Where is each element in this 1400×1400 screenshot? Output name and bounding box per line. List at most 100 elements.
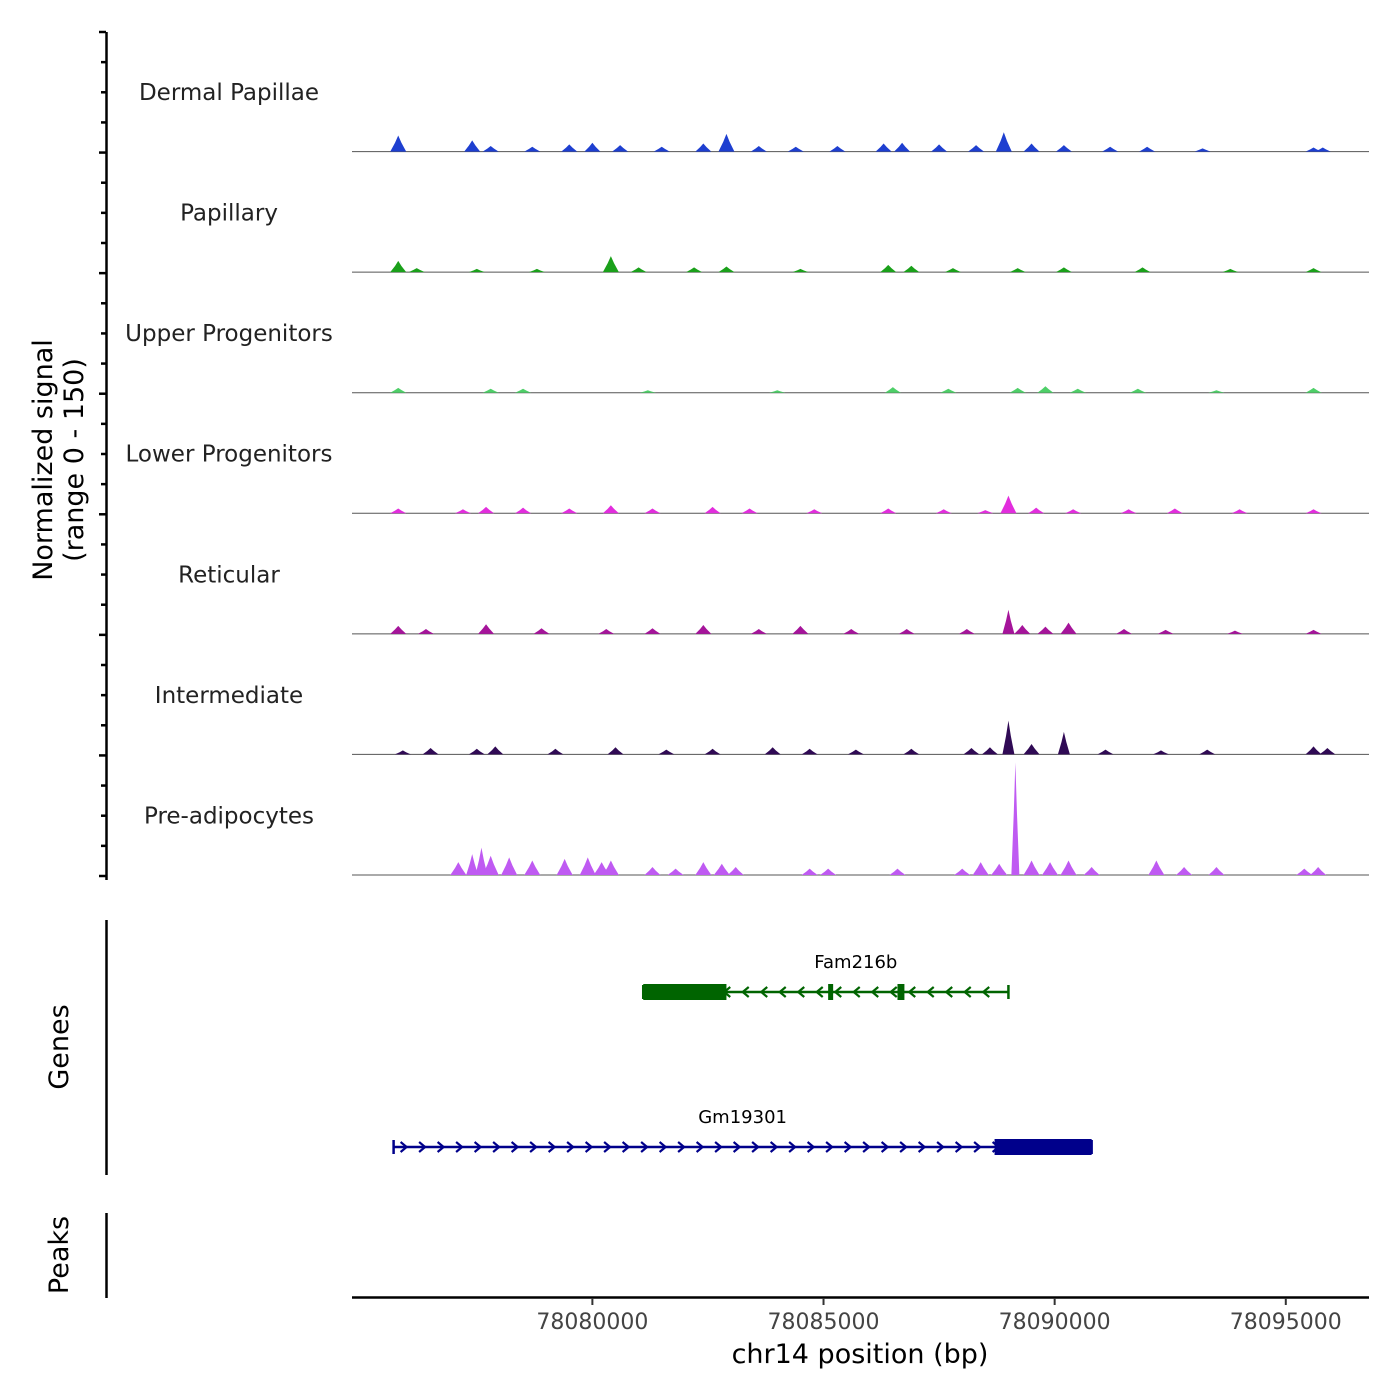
coverage-peak [704,506,721,514]
strand-arrow [843,1141,853,1153]
coverage-peak [390,625,407,634]
strand-arrow [621,1141,631,1153]
coverage-peak [612,145,629,152]
coverage-peak [1129,388,1146,393]
coverage-peak [1083,866,1100,875]
coverage-peak [524,146,541,152]
coverage-peak [1065,509,1082,514]
coverage-peak [1148,860,1165,875]
coverage-peak [658,749,675,755]
coverage-peak [579,857,596,875]
coverage-peak [695,625,712,634]
coverage-peak [880,264,897,273]
coverage-peak [958,629,975,634]
x-tick-label: 78080000 [536,1310,648,1335]
coverage-peak [1314,147,1331,152]
coverage-peak [1002,720,1015,755]
coverage-peak [727,866,744,875]
coverage-peak [1310,866,1327,875]
coverage-peak [524,860,541,875]
coverage-peak [528,268,545,273]
strand-arrow [455,1141,464,1153]
strand-arrow [492,1141,501,1153]
track-label: Lower Progenitors [126,442,333,468]
coverage-peak [889,868,906,875]
coverage-peak [584,142,601,152]
coverage-peak [478,624,495,634]
coverage-peak [1057,731,1070,755]
strand-arrow [973,1141,982,1153]
coverage-peak [1139,146,1156,152]
coverage-tracks: Dermal Papillae Papillary Upper Progenitor… [125,80,1369,876]
x-tick-label: 78090000 [999,1310,1111,1335]
coverage-peak [422,747,439,755]
strand-arrow [981,986,990,998]
strand-arrow [907,986,916,998]
gene-gm19301: Gm19301 [392,1107,1093,1155]
strand-arrow [741,986,750,998]
strand-arrow [510,1141,520,1153]
coverage-peak [468,268,485,273]
gene-exon [897,984,905,1000]
coverage-peak [1037,386,1054,393]
coverage-peak [875,143,892,152]
coverage-y-axis [99,30,108,880]
coverage-peak [607,747,624,755]
coverage-peak [1000,495,1017,514]
coverage-peak [644,866,661,875]
coverage-peak [847,749,864,755]
coverage-peak [1028,507,1045,514]
peaks-y-label: Peaks [44,1216,75,1294]
coverage-peak [1134,267,1151,273]
strand-arrow [473,1141,483,1153]
strand-arrow [889,986,898,998]
track-dermal-papillae: Dermal Papillae [139,80,1369,153]
coverage-peak [1069,388,1086,393]
strand-arrow [880,1141,890,1153]
strand-arrow [870,986,879,998]
x-tick-label: 78085000 [768,1310,880,1335]
coverage-peak [1042,862,1059,875]
coverage-peak [1199,749,1216,755]
coverage-peak [667,868,684,875]
track-label: Intermediate [155,683,303,709]
coverage-peak [1009,268,1026,273]
coverage-peak [1157,629,1174,634]
strand-arrow [899,1141,908,1153]
coverage-peak [750,145,767,152]
gene-exon [828,984,834,1000]
coverage-peak [639,390,656,393]
track-intermediate: Intermediate [155,683,1369,755]
coverage-peak [561,144,578,152]
coverage-peak [556,858,573,875]
coverage-peak [806,509,823,514]
coverage-peak [931,144,948,152]
coverage-peak [602,256,619,273]
coverage-peak [977,510,994,514]
coverage-peak [903,748,920,755]
coverage-peak [1060,860,1077,875]
coverage-peak [1055,145,1072,152]
coverage-peak [1319,747,1336,755]
strand-arrow [677,1141,686,1153]
coverage-peak [801,868,818,875]
strand-arrow [399,1141,409,1153]
coverage-peak [884,387,901,393]
coverage-peak [713,863,730,875]
coverage-peak [390,260,407,273]
coverage-peak [880,508,897,514]
gene-exon [643,984,727,1000]
x-tick-label: 78095000 [1230,1310,1342,1335]
track-label: Reticular [178,562,280,588]
coverage-peak [598,629,615,634]
coverage-peak [390,508,407,514]
gene-exon [994,1139,1092,1155]
gene-track: Fam216b Gm19301 [392,952,1093,1155]
strand-arrow [936,1141,945,1153]
coverage-y-ticks [99,30,106,878]
coverage-peak [718,266,735,273]
x-axis-title: chr14 position (bp) [732,1339,989,1370]
coverage-peak [695,862,712,875]
coverage-peak [1023,860,1040,875]
coverage-peak [1002,609,1015,634]
